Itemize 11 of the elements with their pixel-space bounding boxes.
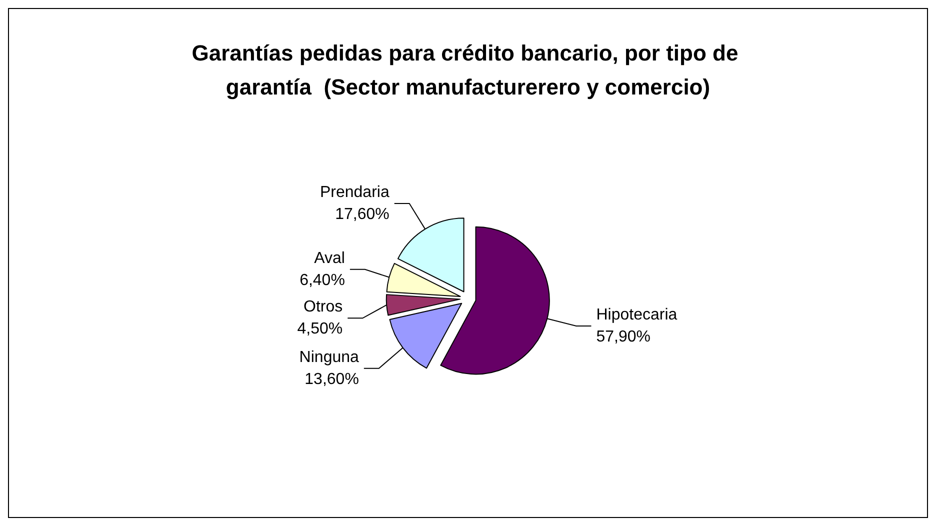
data-label: 13,60% [304,370,359,388]
slice-label: Aval [314,250,345,267]
slice-label: Otros [304,298,343,316]
data-label: 4,50% [297,320,343,338]
slice-label: Ninguna [299,348,360,366]
data-label: 57,90% [596,328,651,346]
slice-label: Prendaria [320,184,390,202]
data-label: 17,60% [335,206,390,224]
data-label: 6,40% [300,272,345,289]
chart-title: Garantías pedidas para crédito bancario, por tipo de garantía (Sector manufacturerero y comercio) [192,40,744,100]
legend-label: Hipotecaria [596,306,678,324]
